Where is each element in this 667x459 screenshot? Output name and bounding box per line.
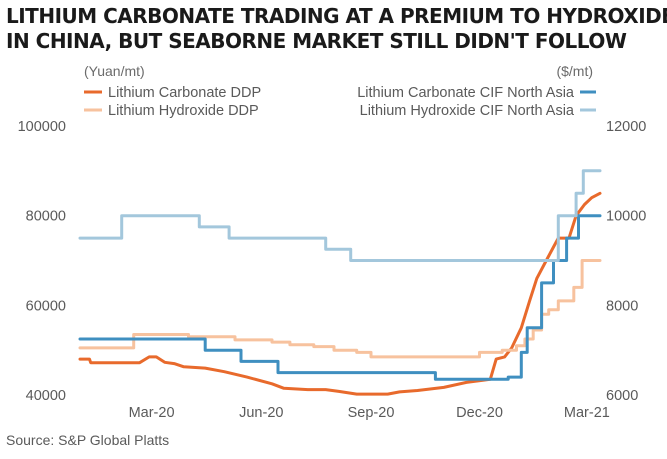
x-tick-label: Jun-20 — [239, 405, 283, 421]
legend-label-lithium-hydroxide-ddp: Lithium Hydroxide DDP — [108, 103, 259, 119]
source-note: Source: S&P Global Platts — [6, 432, 170, 448]
series-line-lithium-hydroxide-cif-north-asia — [78, 169, 602, 262]
legend-label-lithium-carbonate-ddp: Lithium Carbonate DDP — [108, 85, 261, 101]
series-line-lithium-carbonate-cif-north-asia — [78, 214, 602, 381]
right-axis-unit: ($/mt) — [556, 63, 593, 79]
right-tick-label: 10000 — [606, 209, 646, 225]
right-tick-label: 12000 — [606, 119, 646, 135]
left-tick-label: 100000 — [18, 119, 66, 135]
title-line-2: IN CHINA, BUT SEABORNE MARKET STILL DIDN… — [6, 29, 627, 53]
x-tick-label: Dec-20 — [456, 405, 503, 421]
left-tick-label: 40000 — [26, 388, 66, 404]
series-group — [78, 169, 602, 396]
right-tick-label: 8000 — [606, 298, 638, 314]
left-tick-label: 80000 — [26, 209, 66, 225]
x-tick-label: Mar-20 — [129, 405, 175, 421]
legend: Lithium Carbonate DDP Lithium Hydroxide D… — [84, 85, 596, 119]
left-axis: 100000 80000 60000 40000 — [18, 119, 66, 404]
x-tick-label: Mar-21 — [564, 405, 610, 421]
right-axis: 12000 10000 8000 6000 — [606, 119, 646, 404]
legend-label-lithium-hydroxide-cif-north-asia: Lithium Hydroxide CIF North Asia — [360, 103, 575, 119]
series-line-lithium-carbonate-ddp — [78, 191, 602, 396]
right-tick-label: 6000 — [606, 388, 638, 404]
left-axis-unit: (Yuan/mt) — [84, 63, 145, 79]
chart-title: LITHIUM CARBONATE TRADING AT A PREMIUM T… — [6, 4, 667, 54]
series-line-lithium-hydroxide-ddp — [78, 259, 602, 359]
left-tick-label: 60000 — [26, 298, 66, 314]
x-tick-label: Sep-20 — [348, 405, 395, 421]
title-line-1: LITHIUM CARBONATE TRADING AT A PREMIUM T… — [6, 4, 667, 28]
x-axis: Mar-20 Jun-20 Sep-20 Dec-20 Mar-21 — [129, 405, 610, 421]
legend-label-lithium-carbonate-cif-north-asia: Lithium Carbonate CIF North Asia — [357, 85, 575, 101]
